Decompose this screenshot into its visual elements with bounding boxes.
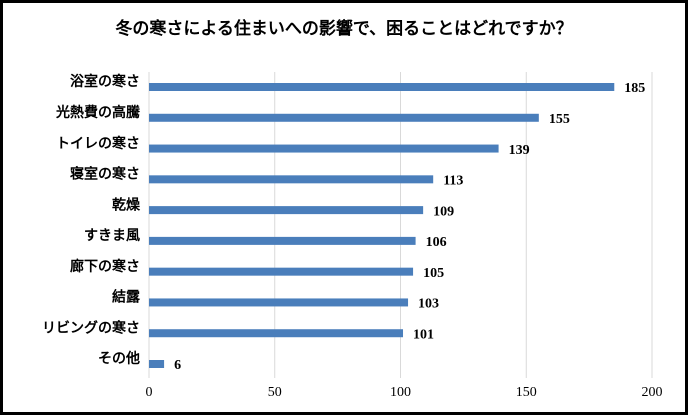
y-tick-label: 浴室の寒さ [70, 73, 140, 90]
value-label: 109 [433, 204, 454, 219]
value-label: 139 [509, 143, 530, 158]
value-label: 106 [426, 235, 447, 250]
y-tick-label: すきま風 [84, 228, 140, 244]
value-label: 155 [549, 112, 570, 127]
bar [149, 113, 539, 122]
y-tick-label: 廊下の寒さ [70, 258, 140, 275]
bar [149, 206, 424, 215]
bar [149, 83, 615, 91]
bar [149, 360, 165, 368]
x-tick-label: 0 [146, 385, 153, 400]
y-tick-label: 結露 [112, 289, 141, 306]
value-label: 185 [624, 81, 645, 96]
bar [149, 329, 404, 338]
value-label: 105 [423, 266, 444, 281]
y-tick-label: 光熱費の高騰 [55, 104, 141, 121]
value-label: 103 [418, 297, 439, 312]
bar [149, 236, 416, 245]
bar [149, 175, 434, 184]
value-label: 6 [174, 358, 181, 373]
bar [149, 144, 499, 153]
x-tick-label: 200 [642, 385, 663, 400]
y-tick-label: 寝室の寒さ [70, 166, 140, 183]
bar [149, 267, 414, 276]
y-tick-label: 乾燥 [112, 196, 141, 213]
y-tick-label: トイレの寒さ [56, 135, 140, 152]
x-tick-label: 150 [516, 385, 537, 400]
value-label: 113 [443, 174, 463, 189]
y-tick-label: その他 [98, 350, 140, 367]
chart-title: 冬の寒さによる住まいへの影響で、困ることはどれですか？ [115, 18, 572, 38]
value-label: 101 [413, 327, 434, 342]
y-tick-label: リビングの寒さ [42, 319, 140, 336]
x-tick-label: 100 [390, 385, 411, 400]
x-tick-label: 50 [268, 385, 282, 400]
bar [149, 298, 409, 307]
